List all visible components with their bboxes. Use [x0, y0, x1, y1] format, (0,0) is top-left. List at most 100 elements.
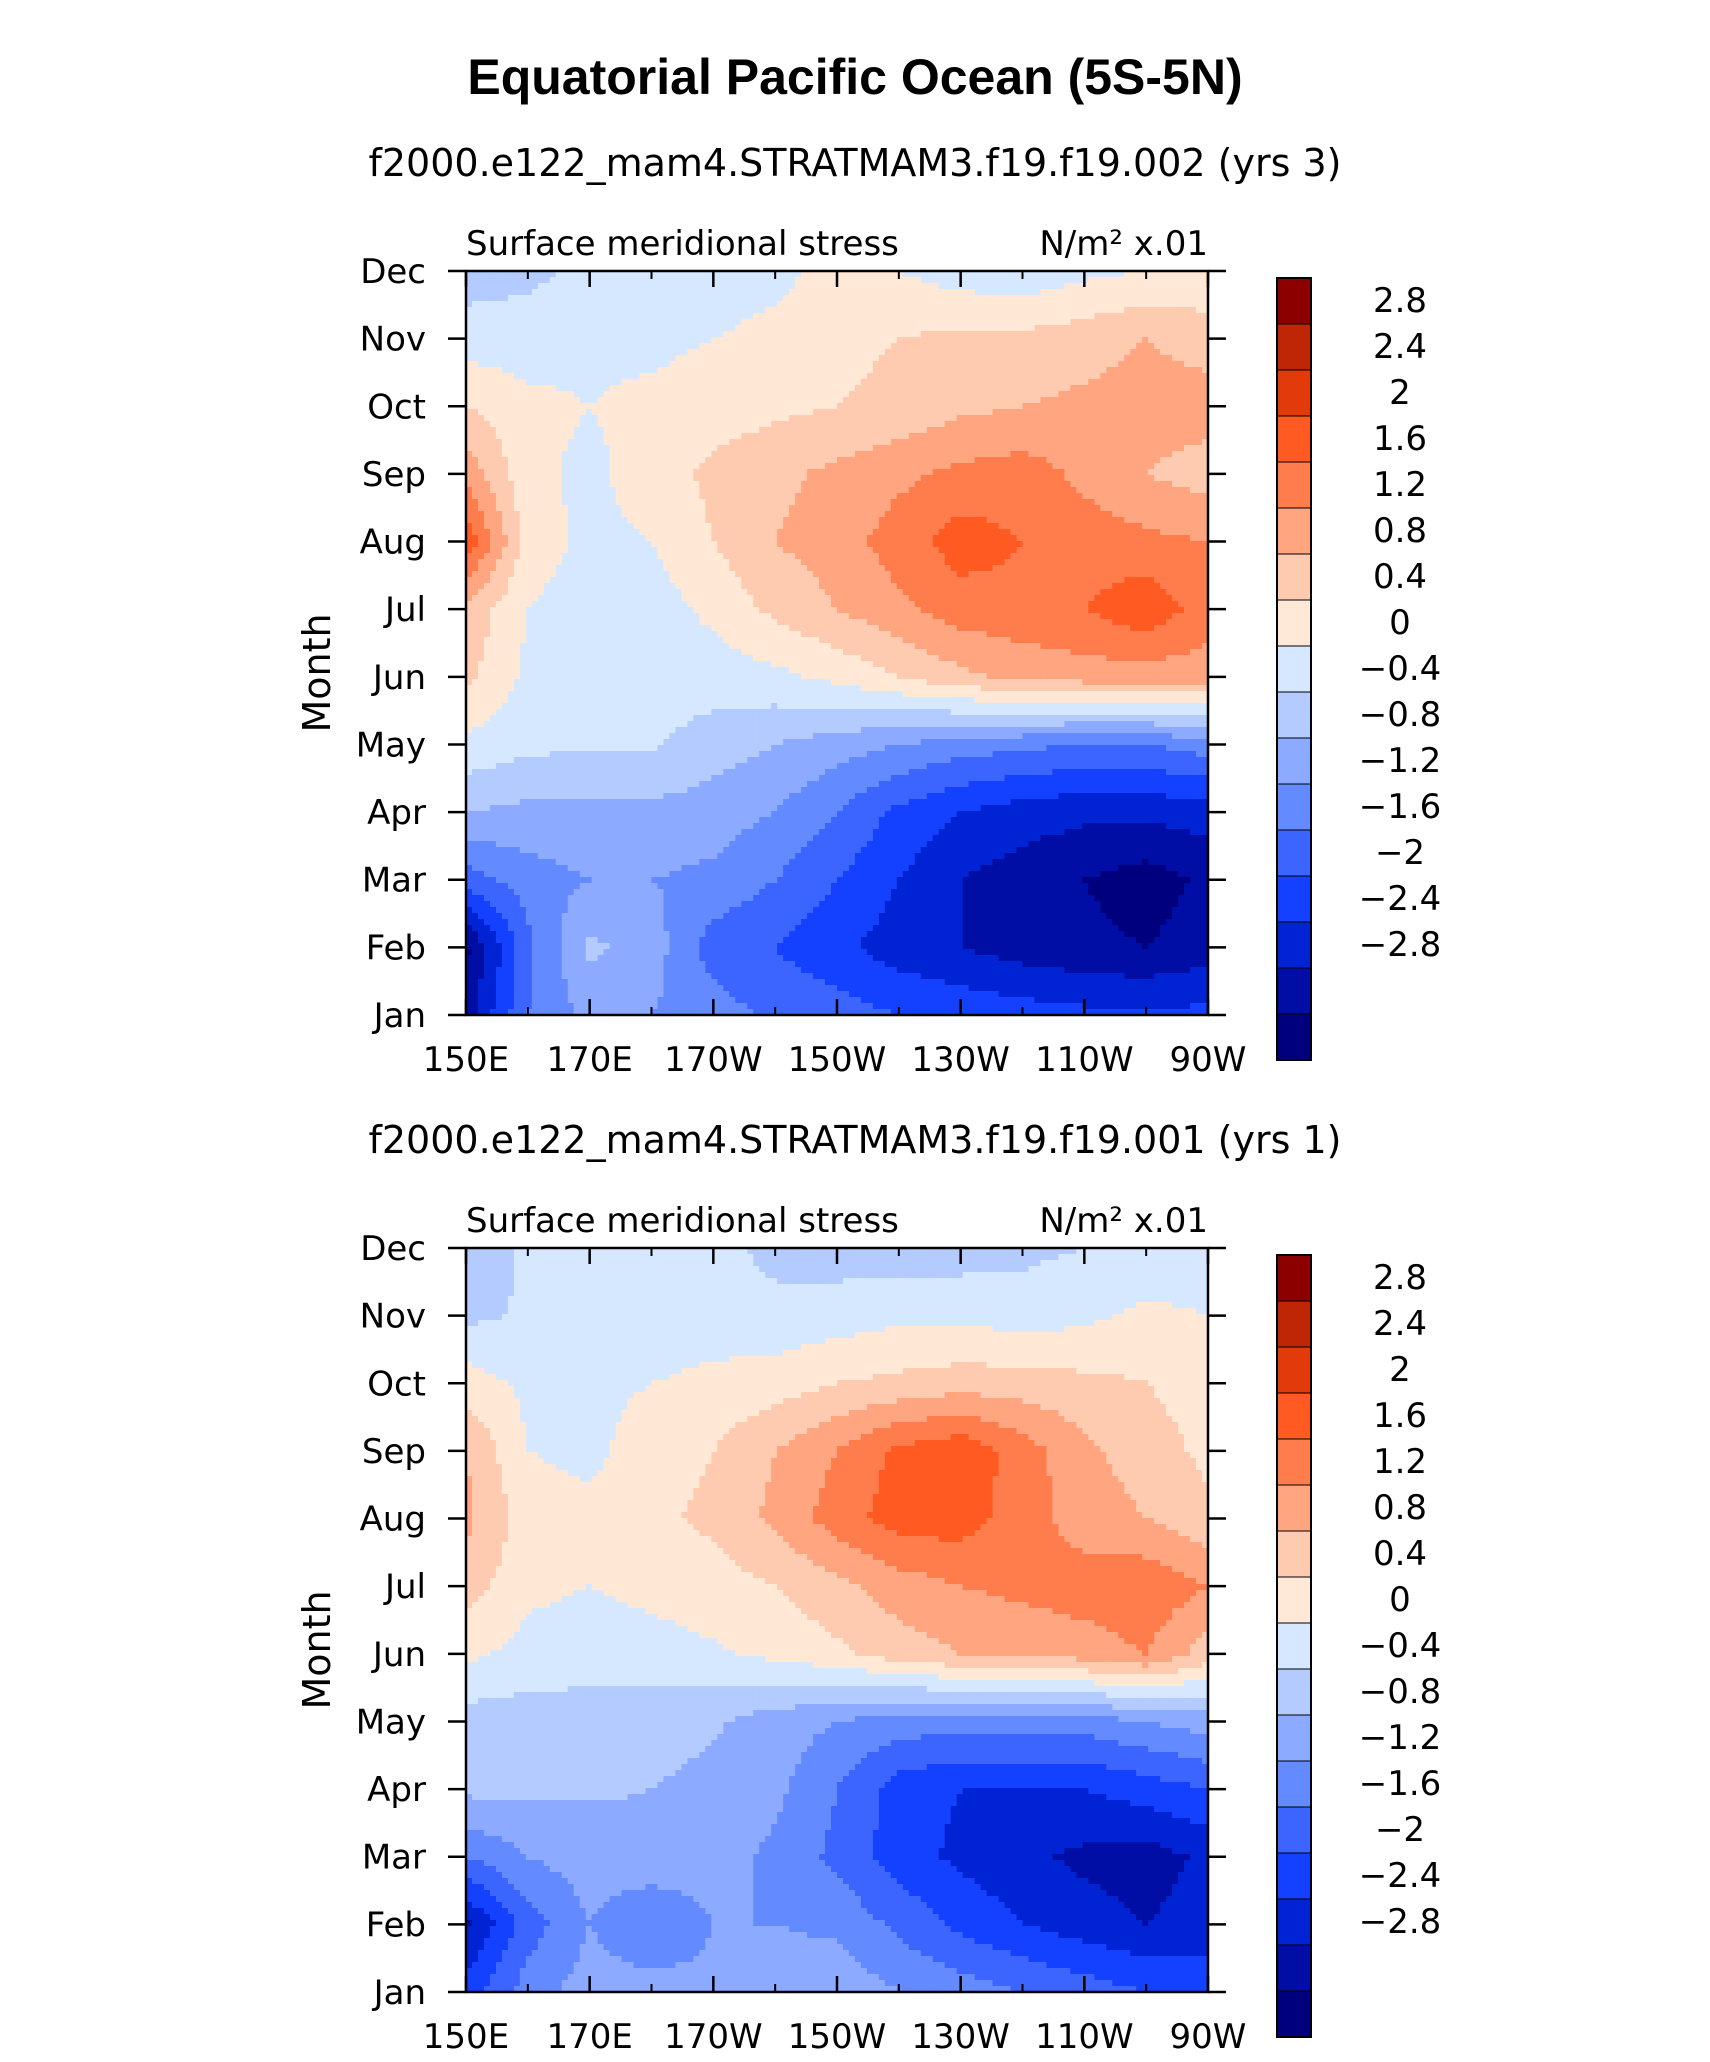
contour-cell [699, 481, 706, 488]
contour-cell [717, 421, 724, 428]
contour-cell [860, 469, 868, 476]
contour-cell [466, 349, 473, 356]
contour-cell [854, 409, 862, 416]
contour-cell [837, 307, 844, 314]
contour-cell [926, 277, 934, 284]
contour-cell [765, 289, 772, 296]
contour-cell [669, 457, 677, 464]
contour-cell [466, 361, 473, 368]
contour-cell [980, 373, 988, 380]
contour-cell [866, 337, 874, 344]
contour-cell [621, 361, 629, 368]
contour-cell [1178, 433, 1185, 440]
contour-cell [831, 343, 838, 350]
contour-cell [525, 301, 533, 308]
contour-cell [920, 415, 928, 422]
contour-cell [609, 505, 617, 512]
contour-cell [555, 445, 563, 452]
contour-cell [1106, 499, 1113, 506]
contour-cell [471, 421, 479, 428]
contour-cell [896, 463, 904, 470]
contour-cell [866, 283, 874, 290]
contour-cell [795, 295, 802, 302]
contour-cell [543, 469, 551, 476]
contour-cell [914, 403, 922, 410]
contour-cell [777, 433, 784, 440]
contour-cell [819, 505, 826, 512]
contour-cell [896, 505, 904, 512]
contour-cell [926, 343, 934, 350]
contour-cell [1010, 337, 1018, 344]
contour-cell [1094, 373, 1101, 380]
contour-cell [1166, 361, 1173, 368]
contour-cell [579, 313, 587, 320]
contour-cell [711, 469, 718, 476]
contour-cell [627, 361, 635, 368]
contour-cell [854, 505, 862, 512]
contour-cell [1178, 319, 1185, 326]
contour-cell [789, 283, 796, 290]
contour-cell [813, 277, 820, 284]
contour-cell [795, 493, 802, 500]
contour-cell [765, 415, 772, 422]
contour-cell [980, 361, 988, 368]
contour-cell [549, 379, 557, 386]
contour-cell [621, 475, 629, 482]
contour-cell [549, 433, 557, 440]
run-title: f2000.e122_mam4.STRATMAM3.f19.f19.002 (y… [369, 141, 1342, 185]
contour-cell [837, 481, 844, 488]
contour-cell [579, 337, 587, 344]
contour-cell [1130, 433, 1137, 440]
contour-cell [471, 409, 479, 416]
contour-cell [1190, 367, 1197, 374]
contour-cell [657, 475, 665, 482]
contour-cell [711, 373, 718, 380]
contour-cell [974, 295, 982, 302]
contour-cell [926, 505, 934, 512]
contour-cell [1076, 271, 1083, 278]
contour-cell [1004, 493, 1012, 500]
contour-cell [501, 451, 509, 458]
contour-cell [633, 397, 641, 404]
contour-cell [543, 481, 551, 488]
contour-cell [573, 283, 581, 290]
contour-cell [1202, 439, 1209, 446]
contour-cell [561, 505, 569, 512]
contour-cell [1010, 457, 1018, 464]
contour-cell [938, 487, 946, 494]
contour-cell [1178, 295, 1185, 302]
contour-cell [1058, 301, 1065, 308]
contour-cell [932, 337, 940, 344]
contour-cell [675, 331, 683, 338]
contour-cell [543, 337, 551, 344]
contour-cell [651, 349, 659, 356]
contour-cell [669, 361, 677, 368]
contour-cell [579, 343, 587, 350]
contour-cell [711, 361, 718, 368]
contour-cell [639, 403, 647, 410]
contour-cell [585, 415, 593, 422]
contour-cell [795, 313, 802, 320]
contour-cell [789, 367, 796, 374]
contour-cell [1148, 373, 1155, 380]
contour-cell [896, 469, 904, 476]
contour-cell [998, 451, 1006, 458]
contour-cell [681, 301, 689, 308]
contour-cell [1106, 361, 1113, 368]
contour-cell [980, 301, 988, 308]
contour-cell [848, 427, 856, 434]
contour-cell [926, 349, 934, 356]
contour-cell [932, 499, 940, 506]
contour-cell [1058, 349, 1065, 356]
contour-cell [525, 445, 533, 452]
contour-cell [705, 439, 712, 446]
contour-cell [555, 511, 563, 518]
contour-cell [1022, 427, 1030, 434]
contour-cell [1100, 409, 1107, 416]
contour-cell [950, 361, 958, 368]
contour-cell [807, 439, 814, 446]
contour-cell [1046, 421, 1054, 428]
contour-cell [669, 391, 677, 398]
contour-cell [1142, 451, 1149, 458]
contour-cell [627, 451, 635, 458]
